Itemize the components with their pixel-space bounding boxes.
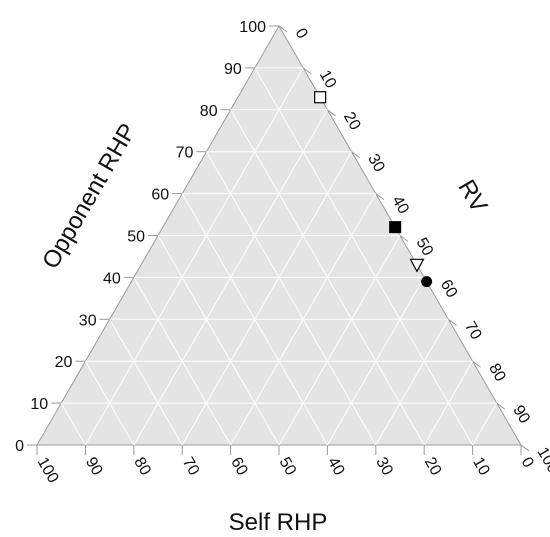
tick-mark-rv-30	[351, 151, 360, 159]
tick-label-rv-80: 80	[485, 361, 509, 385]
data-point-open-square	[314, 91, 327, 104]
data-point-filled-circle	[421, 276, 433, 288]
data-point-filled-square	[389, 221, 402, 234]
tick-label-rv-70: 70	[461, 319, 485, 343]
tick-mark-rv-10	[302, 67, 312, 75]
tick-mark-rv-0	[278, 25, 288, 33]
tick-label-opponent-20: 20	[55, 354, 73, 371]
tick-label-self-100: 100	[34, 455, 62, 487]
tick-mark-rv-80	[472, 360, 481, 368]
tick-label-self-60: 60	[227, 455, 251, 479]
tick-label-opponent-30: 30	[79, 312, 97, 329]
gridline-self-90	[60, 402, 86, 446]
tick-label-rv-0: 0	[292, 26, 311, 42]
axis-title-opponent-rhp: Opponent RHP	[37, 119, 142, 273]
tick-mark-rv-20	[327, 109, 336, 117]
gridline-self-50	[157, 235, 280, 446]
gridline-rv-90	[472, 402, 498, 446]
gridline-self-80	[84, 360, 135, 446]
tick-label-self-20: 20	[421, 455, 445, 479]
tick-label-self-10: 10	[469, 455, 493, 479]
gridlines	[60, 67, 498, 446]
tick-label-rv-90: 90	[509, 403, 533, 427]
tick-label-self-90: 90	[82, 455, 106, 479]
tick-label-rv-40: 40	[388, 193, 412, 217]
tick-label-self-80: 80	[130, 455, 154, 479]
gridline-rv-60	[326, 277, 425, 446]
data-points	[314, 91, 433, 288]
tick-mark-rv-70	[448, 318, 457, 326]
tick-label-rv-60: 60	[437, 277, 461, 301]
tick-mark-rv-90	[496, 402, 506, 410]
data-point-open-triangle-down	[409, 258, 425, 273]
tick-label-opponent-50: 50	[127, 229, 145, 246]
tick-mark-rv-50	[399, 235, 409, 242]
gridline-rv-50	[278, 235, 401, 446]
gridline-self-70	[109, 319, 183, 446]
tick-label-rv-30: 30	[364, 151, 388, 175]
tick-label-opponent-80: 80	[200, 103, 218, 120]
tick-label-self-70: 70	[179, 455, 203, 479]
tick-label-opponent-40: 40	[103, 270, 121, 287]
tick-label-self-30: 30	[372, 455, 396, 479]
tick-label-opponent-100: 100	[239, 19, 266, 36]
tick-label-self-0: 0	[518, 455, 537, 471]
tick-label-opponent-90: 90	[224, 61, 242, 78]
tick-label-rv-20: 20	[340, 109, 364, 133]
gridline-rv-10	[84, 67, 304, 446]
axis-title-rv: RV	[453, 175, 493, 217]
tick-mark-rv-100	[520, 444, 530, 452]
gridline-self-60	[133, 277, 232, 446]
tick-label-self-50: 50	[276, 455, 300, 479]
gridline-rv-70	[375, 319, 449, 446]
tick-label-rv-10: 10	[316, 67, 340, 91]
gridline-rv-80	[423, 360, 474, 446]
gridline-self-30	[205, 151, 377, 446]
tick-label-opponent-10: 10	[30, 396, 48, 413]
tick-mark-rv-40	[375, 193, 385, 201]
tick-label-self-40: 40	[324, 455, 348, 479]
tick-label-opponent-0: 0	[15, 438, 24, 455]
axis-title-self-rhp: Self RHP	[229, 509, 328, 536]
gridline-rv-30	[181, 151, 353, 446]
tick-label-opponent-70: 70	[176, 145, 194, 162]
tick-label-rv-50: 50	[413, 235, 437, 259]
tick-label-opponent-60: 60	[151, 187, 169, 204]
gridline-self-10	[254, 67, 474, 446]
